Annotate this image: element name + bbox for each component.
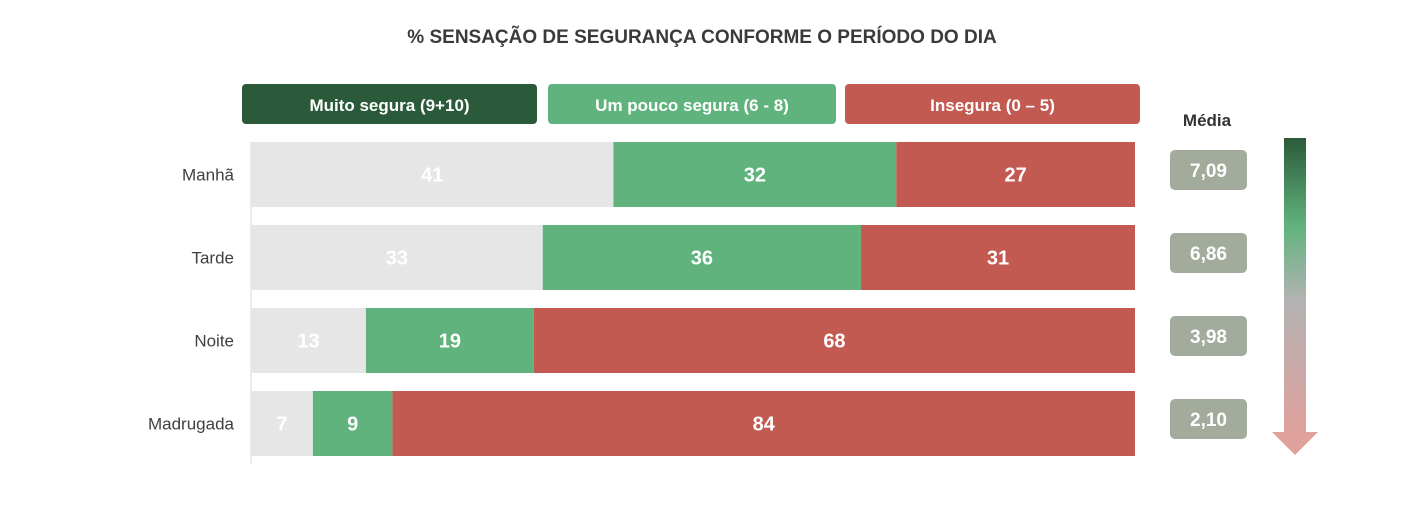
- bar-madrugada-muito-segura-9-10: [251, 391, 313, 456]
- average-badge-tarde: [1170, 233, 1247, 273]
- data-label-noite-insegura-0-5: 68: [823, 331, 845, 353]
- average-badge-madrugada: [1170, 399, 1247, 439]
- category-label-manha: Manhã: [182, 166, 235, 185]
- trend-arrow-head: [1272, 432, 1318, 455]
- average-value-manha: 7,09: [1190, 161, 1227, 182]
- average-value-tarde: 6,86: [1190, 244, 1227, 265]
- legend-label-um-pouco-segura-6-8: Um pouco segura (6 - 8): [595, 96, 789, 115]
- data-label-madrugada-insegura-0-5: 84: [753, 414, 776, 436]
- legend-label-muito-segura-9-10: Muito segura (9+10): [309, 96, 469, 115]
- data-label-manha-muito-segura-9-10: 41: [421, 165, 443, 187]
- trend-arrow: [1272, 138, 1318, 455]
- bar-manha-insegura-0-5: [896, 142, 1135, 207]
- bar-madrugada-insegura-0-5: [392, 391, 1135, 456]
- data-label-noite-um-pouco-segura-6-8: 19: [439, 331, 461, 353]
- category-labels: Manhã Tarde Noite Madrugada: [148, 166, 235, 434]
- data-label-madrugada-muito-segura-9-10: 7: [276, 414, 287, 436]
- bars-group: 41 32 27 33 36 31 13 19 68 7 9 84: [251, 142, 1135, 456]
- legend-label-insegura-0-5: Insegura (0 – 5): [930, 96, 1055, 115]
- data-label-madrugada-um-pouco-segura-6-8: 9: [347, 414, 358, 436]
- data-label-tarde-um-pouco-segura-6-8: 36: [691, 248, 713, 270]
- average-badges: 7,09 6,86 3,98 2,10: [1170, 150, 1247, 439]
- bar-tarde-um-pouco-segura-6-8: [542, 225, 861, 290]
- bar-madrugada-um-pouco-segura-6-8: [312, 391, 393, 456]
- legend-swatch-muito-segura-9-10: [242, 84, 537, 124]
- data-label-manha-um-pouco-segura-6-8: 32: [744, 165, 766, 187]
- chart-title: % SENSAÇÃO DE SEGURANÇA CONFORME O PERÍO…: [407, 26, 997, 48]
- average-header: Média: [1183, 111, 1232, 130]
- bar-manha-um-pouco-segura-6-8: [613, 142, 897, 207]
- bar-tarde-muito-segura-9-10: [251, 225, 543, 290]
- bar-tarde-insegura-0-5: [860, 225, 1135, 290]
- category-label-madrugada: Madrugada: [148, 415, 235, 434]
- trend-arrow-shaft: [1284, 138, 1306, 434]
- legend: Muito segura (9+10) Um pouco segura (6 - …: [242, 84, 1140, 124]
- data-label-tarde-muito-segura-9-10: 33: [386, 248, 408, 270]
- data-label-tarde-insegura-0-5: 31: [987, 248, 1009, 270]
- bar-manha-muito-segura-9-10: [251, 142, 614, 207]
- category-label-noite: Noite: [194, 332, 234, 351]
- average-value-madrugada: 2,10: [1190, 410, 1227, 431]
- average-value-noite: 3,98: [1190, 327, 1227, 348]
- average-badge-manha: [1170, 150, 1247, 190]
- bar-noite-um-pouco-segura-6-8: [365, 308, 534, 373]
- average-badge-noite: [1170, 316, 1247, 356]
- data-label-noite-muito-segura-9-10: 13: [297, 331, 319, 353]
- category-label-tarde: Tarde: [191, 249, 234, 268]
- legend-swatch-um-pouco-segura-6-8: [548, 84, 836, 124]
- bar-noite-insegura-0-5: [533, 308, 1135, 373]
- data-label-manha-insegura-0-5: 27: [1005, 165, 1027, 187]
- bar-noite-muito-segura-9-10: [251, 308, 366, 373]
- legend-swatch-insegura-0-5: [845, 84, 1140, 124]
